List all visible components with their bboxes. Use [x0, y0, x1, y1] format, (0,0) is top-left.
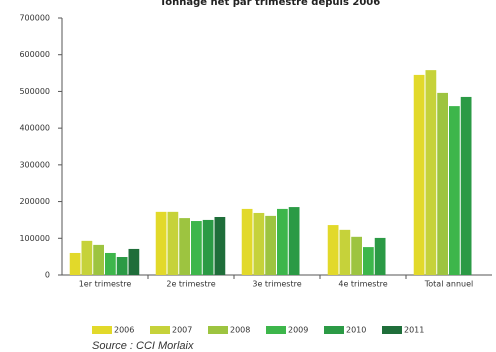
bar	[202, 219, 214, 275]
legend-swatch	[266, 326, 286, 334]
bar	[363, 247, 374, 275]
bar	[155, 211, 167, 275]
bar	[449, 106, 460, 275]
x-tick-label: 1er trimestre	[79, 280, 132, 289]
bar	[116, 257, 128, 275]
bar	[425, 70, 437, 276]
y-tick-label: 600000	[19, 50, 50, 59]
legend-label: 2006	[114, 326, 134, 335]
legend-label: 2009	[288, 326, 308, 335]
y-tick-label: 100000	[19, 234, 50, 243]
legend-swatch	[150, 326, 170, 334]
y-tick-label: 500000	[19, 87, 50, 96]
x-tick-label: Total annuel	[424, 280, 473, 289]
bar	[374, 237, 386, 275]
legend-label: 2011	[404, 326, 424, 335]
x-tick-label: 3e trimestre	[252, 280, 301, 289]
bar	[265, 215, 276, 275]
legend-swatch	[208, 326, 228, 334]
x-tick-label: 4e trimestre	[338, 280, 387, 289]
bar	[351, 236, 362, 275]
bar	[214, 216, 226, 275]
bar	[288, 207, 300, 275]
legend-swatch	[92, 326, 112, 334]
bar	[105, 252, 116, 275]
bar	[339, 229, 351, 275]
y-tick-label: 300000	[19, 160, 50, 169]
legend-label: 2010	[346, 326, 366, 335]
source: Source : CCI Morlaix	[92, 340, 194, 352]
y-tick-label: 700000	[19, 14, 50, 23]
bar	[241, 208, 253, 275]
bar	[413, 74, 425, 276]
bar	[327, 225, 339, 275]
bar	[277, 208, 288, 275]
bar	[253, 212, 265, 275]
legend-swatch	[324, 326, 344, 334]
bar	[167, 211, 179, 275]
bar	[81, 240, 93, 275]
bar	[93, 244, 104, 275]
bar	[191, 221, 202, 275]
legend-label: 2007	[172, 326, 192, 335]
bar	[179, 218, 190, 275]
legend-swatch	[382, 326, 402, 334]
chart-title: Tonnage net par trimestre depuis 2006	[160, 0, 380, 8]
y-tick-label: 0	[45, 271, 50, 280]
bar	[437, 92, 448, 275]
bar	[460, 96, 472, 275]
y-tick-label: 200000	[19, 197, 50, 206]
y-tick-label: 400000	[19, 124, 50, 133]
bar	[128, 248, 140, 275]
bar	[69, 252, 81, 275]
x-tick-label: 2e trimestre	[166, 280, 215, 289]
legend-label: 2008	[230, 326, 250, 335]
